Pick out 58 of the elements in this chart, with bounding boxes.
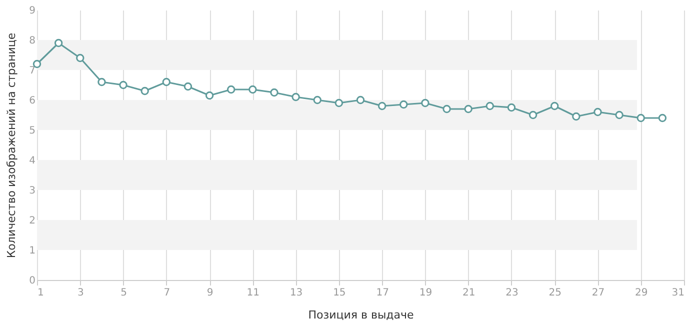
point: [270, 88, 278, 97]
point: [636, 114, 645, 122]
point: [226, 85, 236, 94]
point: [98, 78, 106, 86]
point: [572, 112, 580, 121]
x-tick-label: 13: [290, 288, 303, 298]
y-axis-title: Количество изображений на странице: [5, 32, 18, 258]
point: [378, 102, 386, 110]
x-tick-label: 9: [206, 288, 214, 298]
y-tick-label: 3: [29, 186, 36, 196]
point: [76, 54, 84, 62]
x-tick-label: 31: [672, 288, 684, 298]
point: [119, 80, 128, 90]
point: [442, 104, 451, 114]
point: [140, 86, 149, 96]
y-tick-label: 0: [29, 276, 36, 286]
x-tick-label: 11: [246, 288, 260, 298]
point: [486, 102, 494, 110]
point: [184, 82, 192, 91]
point: [550, 102, 559, 110]
point: [205, 91, 214, 100]
point: [528, 110, 538, 120]
x-tick-label: 19: [419, 288, 432, 298]
y-tick-label: 2: [29, 216, 36, 226]
point: [162, 78, 171, 86]
point: [356, 96, 365, 104]
point: [615, 110, 624, 120]
y-tick-label: 1: [29, 246, 36, 256]
point: [421, 98, 430, 108]
y-tick-label: 5: [29, 126, 36, 136]
point: [54, 38, 63, 48]
point: [313, 96, 322, 104]
x-axis-title: Позиция в выдаче: [308, 308, 414, 322]
x-tick-label: 29: [635, 288, 648, 298]
y-tick-label: 9: [29, 6, 36, 16]
x-tick-label: 1: [38, 288, 44, 298]
x-tick-label: 5: [120, 288, 127, 298]
point: [464, 104, 472, 114]
point: [334, 98, 344, 108]
point: [248, 85, 257, 94]
point: [507, 103, 516, 112]
x-tick-label: 3: [77, 288, 84, 298]
point: [594, 108, 602, 116]
y-tick-label: 7: [29, 66, 36, 76]
point: [658, 114, 667, 122]
x-tick-label: 15: [333, 288, 346, 298]
y-tick-label: 8: [29, 36, 36, 46]
point: [400, 100, 408, 109]
x-tick-label: 23: [506, 288, 518, 298]
x-tick-label: 17: [376, 288, 389, 298]
point: [32, 60, 42, 68]
x-tick-label: 25: [548, 288, 562, 298]
x-tick-label: 7: [164, 288, 170, 298]
x-tick-label: 21: [462, 288, 476, 298]
y-tick-label: 6: [29, 96, 36, 106]
point: [292, 92, 300, 102]
y-tick-label: 4: [29, 156, 36, 166]
x-tick-label: 27: [592, 288, 605, 298]
